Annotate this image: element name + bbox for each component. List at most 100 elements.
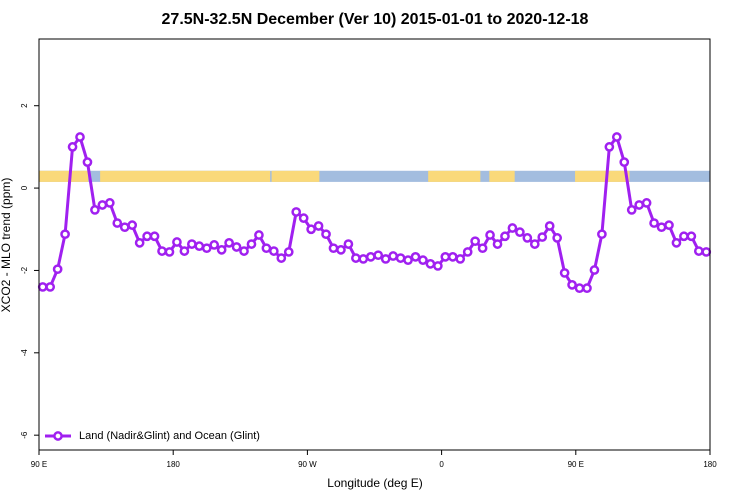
point — [179, 246, 190, 256]
plot — [37, 132, 712, 294]
point — [45, 282, 56, 292]
point — [447, 252, 458, 262]
point — [395, 253, 406, 263]
point — [574, 283, 585, 294]
point — [246, 239, 257, 249]
point — [321, 229, 331, 240]
point — [403, 255, 413, 265]
chart-title: 27.5N-32.5N December (Ver 10) 2015-01-01… — [162, 11, 589, 28]
point — [365, 252, 376, 262]
point — [127, 220, 138, 230]
point — [693, 246, 704, 256]
point — [194, 241, 205, 251]
point — [186, 239, 197, 249]
point — [358, 254, 369, 264]
point — [291, 207, 302, 217]
land-strip — [489, 170, 515, 182]
x-tick-label: 90 W — [298, 460, 317, 469]
point — [97, 200, 108, 210]
point — [611, 132, 622, 142]
point — [701, 247, 712, 257]
land-strip — [271, 170, 320, 182]
point — [239, 246, 249, 256]
point — [172, 237, 182, 247]
surface-strip — [39, 170, 710, 182]
point — [679, 231, 689, 242]
point — [656, 222, 667, 233]
point — [149, 231, 160, 242]
point — [559, 268, 570, 278]
point — [500, 231, 510, 242]
point — [380, 254, 391, 264]
point — [269, 246, 279, 256]
point — [649, 218, 659, 228]
point — [388, 251, 398, 261]
point — [134, 238, 145, 248]
point — [37, 282, 48, 292]
point — [104, 198, 115, 208]
point — [634, 200, 645, 210]
y-tick-label: -6 — [20, 431, 29, 439]
point — [157, 246, 167, 256]
point — [552, 233, 563, 243]
point — [351, 253, 361, 263]
point — [597, 229, 607, 240]
land-strip — [39, 170, 89, 182]
point — [641, 198, 652, 208]
point — [567, 280, 577, 290]
point — [298, 213, 309, 223]
land-strip — [428, 170, 481, 182]
point — [75, 132, 85, 142]
point — [306, 224, 316, 235]
x-tick-label: 90 E — [568, 460, 584, 469]
point — [619, 157, 630, 167]
point — [201, 243, 212, 254]
point — [254, 230, 264, 240]
series-line — [42, 133, 707, 290]
point — [455, 254, 466, 264]
point — [328, 243, 339, 254]
point — [544, 221, 555, 231]
x-tick-label: 180 — [703, 460, 717, 469]
point — [462, 247, 473, 257]
land-strip — [100, 170, 271, 182]
point — [418, 255, 428, 265]
point — [67, 142, 78, 152]
point — [522, 233, 533, 243]
point — [283, 247, 294, 257]
point — [224, 238, 234, 248]
point — [209, 240, 220, 250]
point — [529, 239, 540, 249]
x-axis-label: Longitude (deg E) — [327, 476, 422, 490]
point — [52, 264, 63, 275]
point — [231, 242, 242, 252]
point — [686, 231, 697, 242]
y-axis-label: XCO2 - MLO trend (ppm) — [0, 178, 13, 313]
point — [433, 261, 443, 271]
point — [373, 250, 384, 261]
point — [477, 243, 488, 254]
point — [90, 205, 100, 215]
point — [440, 252, 451, 262]
point — [671, 238, 682, 248]
point — [82, 157, 93, 167]
point — [537, 232, 548, 242]
plot-frame — [38, 38, 711, 451]
y-tick-label: -4 — [20, 349, 29, 357]
point — [507, 223, 518, 233]
x-tick-label: 90 E — [31, 460, 47, 469]
point — [343, 239, 354, 249]
ocean-strip — [39, 170, 710, 182]
point — [313, 221, 324, 231]
point — [604, 142, 615, 152]
land-strip — [575, 170, 630, 182]
point — [515, 227, 525, 237]
point — [626, 205, 637, 215]
point — [410, 252, 421, 262]
point — [216, 245, 227, 255]
point — [142, 231, 152, 242]
point — [164, 247, 175, 257]
point — [582, 283, 592, 294]
legend-marker — [53, 431, 63, 441]
